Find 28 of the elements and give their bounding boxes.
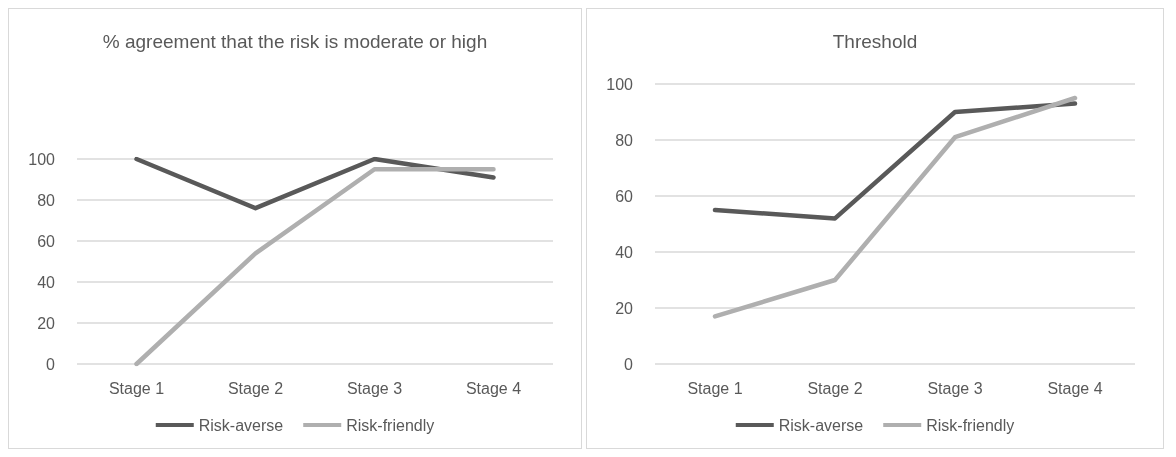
line-series — [712, 95, 1078, 319]
x-tick-label: Stage 3 — [927, 379, 983, 397]
x-tick-label: Stage 4 — [1047, 379, 1103, 397]
y-tick-label: 80 — [37, 191, 56, 209]
x-tick-label: Stage 1 — [687, 379, 743, 397]
y-tick-label: 80 — [615, 131, 634, 149]
y-tick-label: 100 — [606, 75, 634, 93]
y-tick-label: 40 — [37, 273, 56, 291]
legend-label: Risk-friendly — [926, 416, 1015, 434]
x-tick-label: Stage 2 — [227, 379, 284, 397]
y-tick-label: 40 — [615, 243, 634, 261]
y-tick-label: 100 — [28, 150, 56, 168]
x-tick-label: Stage 3 — [346, 379, 403, 397]
y-tick-label: 60 — [615, 187, 634, 205]
x-tick-label: Stage 1 — [108, 379, 165, 397]
line-series — [712, 101, 1078, 221]
legend-label: Risk-friendly — [346, 416, 435, 434]
y-tick-label: 0 — [46, 355, 56, 373]
x-tick-label: Stage 4 — [465, 379, 522, 397]
y-tick-label: 0 — [624, 355, 634, 373]
legend-label: Risk-averse — [198, 416, 284, 434]
y-tick-label: 20 — [37, 314, 56, 332]
y-tick-label: 60 — [37, 232, 56, 250]
chart-title: Threshold — [832, 30, 918, 52]
legend-label: Risk-averse — [778, 416, 864, 434]
chart-title: % agreement that the risk is moderate or high — [102, 30, 488, 52]
y-tick-label: 20 — [615, 299, 634, 317]
x-tick-label: Stage 2 — [807, 379, 863, 397]
